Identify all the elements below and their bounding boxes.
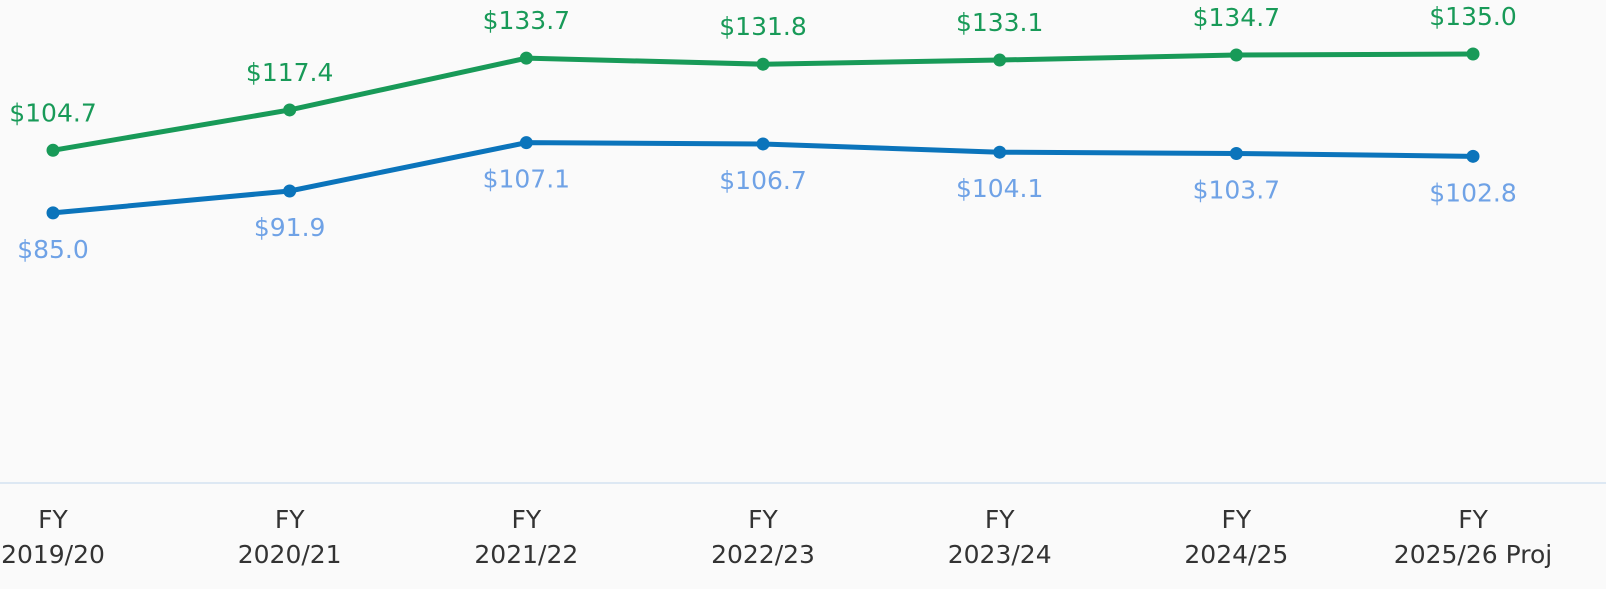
data-point <box>756 57 770 71</box>
data-label: $106.7 <box>719 166 806 195</box>
x-tick-label-line: 2023/24 <box>948 540 1052 569</box>
x-tick-label: FY 2019/20 <box>1 505 105 569</box>
data-label: $103.7 <box>1193 175 1280 204</box>
x-tick-label: FY 2022/23 <box>711 505 815 569</box>
x-tick-label-line: 2020/21 <box>238 540 342 569</box>
data-label: $102.8 <box>1429 178 1516 207</box>
data-label: $117.4 <box>246 58 333 87</box>
data-point <box>1466 149 1480 163</box>
x-tick-label-line: FY <box>275 505 305 534</box>
x-tick-label-line: 2024/25 <box>1184 540 1288 569</box>
data-label: $91.9 <box>254 213 326 242</box>
x-tick-label: FY 2020/21 <box>238 505 342 569</box>
x-tick-label: FY 2024/25 <box>1184 505 1288 569</box>
x-tick-label-line: FY <box>1222 505 1252 534</box>
x-tick-label-line: FY <box>512 505 542 534</box>
data-label: $134.7 <box>1193 3 1280 32</box>
data-point <box>1466 47 1480 61</box>
data-point <box>993 145 1007 159</box>
data-point <box>1229 146 1243 160</box>
x-tick-label: FY 2025/26 Proj <box>1394 505 1552 569</box>
data-label: $135.0 <box>1429 2 1516 31</box>
x-tick-label: FY 2023/24 <box>948 505 1052 569</box>
x-tick-label-line: FY <box>985 505 1015 534</box>
data-label: $104.7 <box>9 98 96 127</box>
x-tick-label-line: FY <box>38 505 68 534</box>
data-point <box>1229 48 1243 62</box>
data-label: $85.0 <box>17 235 89 264</box>
data-label: $133.7 <box>483 6 570 35</box>
x-tick-label-line: 2021/22 <box>474 540 578 569</box>
x-tick-label-line: FY <box>1458 505 1488 534</box>
data-point <box>46 143 60 157</box>
data-point <box>756 137 770 151</box>
data-point <box>46 206 60 220</box>
data-label: $104.1 <box>956 174 1043 203</box>
data-point <box>993 53 1007 67</box>
x-tick-label-line: 2025/26 Proj <box>1394 540 1552 569</box>
data-label: $107.1 <box>483 165 570 194</box>
data-point <box>519 51 533 65</box>
data-point <box>283 184 297 198</box>
x-tick-label-line: 2019/20 <box>1 540 105 569</box>
x-tick-label-line: 2022/23 <box>711 540 815 569</box>
data-label: $133.1 <box>956 8 1043 37</box>
data-point <box>519 136 533 150</box>
data-label: $131.8 <box>719 12 806 41</box>
x-tick-label: FY 2021/22 <box>474 505 578 569</box>
data-point <box>283 103 297 117</box>
x-tick-label-line: FY <box>748 505 778 534</box>
